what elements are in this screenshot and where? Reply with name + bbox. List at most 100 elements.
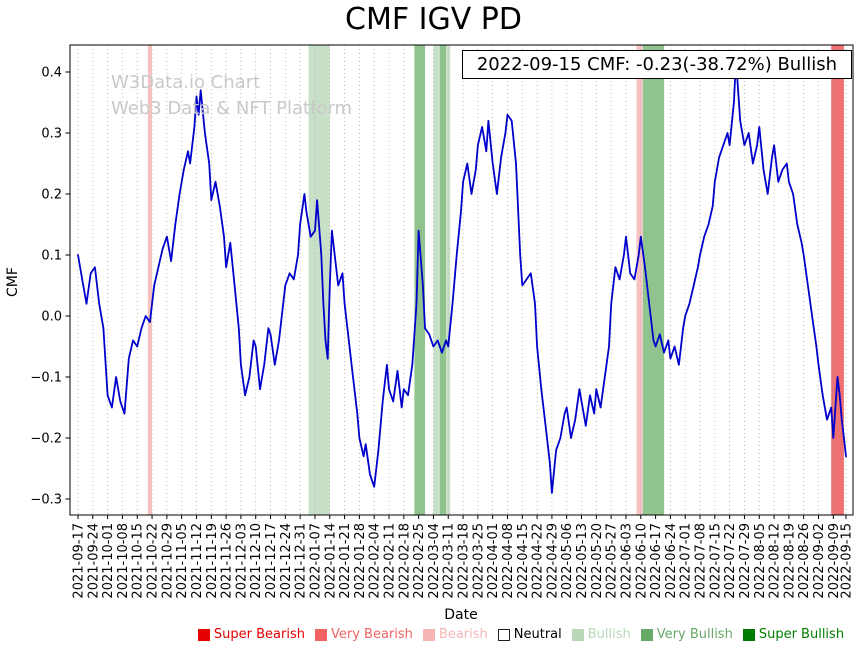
x-tick-label: 2022-03-18: [457, 523, 472, 599]
x-tick-label: 2021-10-22: [146, 523, 161, 599]
watermark-line-2: Web3 Data & NFT Platform: [111, 98, 353, 120]
x-tick-label: 2022-04-22: [531, 523, 546, 599]
x-tick-label: 2022-09-15: [840, 523, 855, 599]
y-tick-label: −0.2: [30, 432, 62, 447]
x-tick-label: 2022-08-12: [768, 523, 783, 599]
x-tick-label: 2022-05-06: [560, 523, 575, 599]
x-tick-label: 2022-06-03: [619, 523, 634, 599]
signal-band-very_bullish: [414, 45, 425, 515]
x-tick-label: 2021-10-01: [101, 523, 116, 599]
x-tick-label: 2022-03-04: [427, 523, 442, 599]
signal-band-very_bearish: [831, 45, 844, 515]
legend-item-bullish: Bullish: [571, 627, 631, 642]
cmf-line: [77, 58, 847, 494]
legend-swatch: [315, 628, 327, 641]
legend-swatch: [422, 628, 435, 641]
x-tick-label: 2022-09-09: [827, 523, 842, 599]
legend-item-very-bearish: Very Bearish: [315, 627, 413, 642]
y-axis-title: CMF: [5, 267, 21, 297]
legend-label: Neutral: [513, 627, 562, 642]
x-tick-label: 2022-01-14: [323, 523, 338, 599]
x-tick-label: 2022-06-10: [634, 523, 649, 599]
legend-label: Bearish: [438, 627, 488, 642]
x-tick-label: 2022-07-29: [738, 523, 753, 599]
signal-band-bearish: [636, 45, 643, 515]
x-tick-label: 2022-03-25: [471, 523, 486, 599]
annotation-box: 2022-09-15 CMF: -0.23(-38.72%) Bullish: [461, 50, 852, 79]
x-tick-label: 2021-11-05: [175, 523, 190, 599]
legend: Super Bearish Very Bearish Bearish Neutral B…: [175, 627, 867, 642]
legend-item-neutral: Neutral: [497, 627, 562, 642]
x-tick-label: 2021-12-17: [264, 523, 279, 599]
x-tick-label: 2021-12-24: [279, 523, 294, 599]
x-tick-label: 2021-10-15: [131, 523, 146, 599]
x-tick-label: 2022-04-01: [486, 523, 501, 599]
y-tick-label: 0.1: [41, 249, 62, 264]
signal-band-bullish: [446, 45, 451, 515]
legend-item-very-bullish: Very Bullish: [640, 627, 733, 642]
y-tick-label: 0.0: [41, 310, 62, 325]
x-tick-label: 2022-02-25: [412, 523, 427, 599]
chart-title: CMF IGV PD: [345, 2, 522, 37]
y-tick-label: 0.2: [41, 188, 62, 203]
x-tick-label: 2022-05-20: [590, 523, 605, 599]
x-tick-label: 2021-12-31: [294, 523, 309, 599]
x-tick-label: 2022-06-24: [664, 523, 679, 599]
x-tick-label: 2021-11-19: [205, 523, 220, 599]
x-tick-label: 2022-02-04: [368, 523, 383, 599]
x-tick-label: 2022-07-01: [679, 523, 694, 599]
x-tick-label: 2022-08-26: [797, 523, 812, 599]
chart-render-root: 2021-09-17 2021-09-24 2021-10-01 2021-10-08…: [30, 44, 855, 599]
x-tick-label: 2021-12-10: [249, 523, 264, 599]
x-tick-label: 2022-03-11: [442, 523, 457, 599]
watermark-line-1: W3Data.io Chart: [111, 72, 261, 93]
legend-label: Super Bearish: [213, 627, 305, 642]
legend-label: Bullish: [587, 627, 631, 642]
legend-swatch: [640, 628, 653, 641]
signal-band-bullish: [308, 45, 330, 515]
x-tick-label: 2022-08-19: [782, 523, 797, 599]
y-tick-label: −0.3: [30, 493, 62, 508]
y-tick-label: 0.3: [41, 127, 62, 142]
x-tick-label: 2021-09-24: [86, 523, 101, 599]
x-tick-label: 2022-07-22: [723, 523, 738, 599]
legend-swatch: [497, 628, 510, 641]
x-tick-label: 2021-11-12: [190, 523, 205, 599]
signal-band-very_bullish: [642, 45, 665, 515]
signal-band-bullish: [433, 45, 440, 515]
legend-label: Super Bullish: [758, 627, 845, 642]
x-tick-label: 2022-06-17: [649, 523, 664, 599]
x-tick-label: 2021-09-17: [72, 523, 87, 599]
x-axis-title: Date: [444, 607, 477, 623]
x-tick-label: 2021-11-26: [220, 523, 235, 599]
legend-item-super-bearish: Super Bearish: [197, 627, 305, 642]
legend-item-super-bullish: Super Bullish: [742, 627, 845, 642]
x-tick-label: 2022-04-29: [545, 523, 560, 599]
legend-item-bearish: Bearish: [422, 627, 488, 642]
y-tick-label: −0.1: [30, 371, 62, 386]
x-tick-label: 2022-05-27: [605, 523, 620, 599]
legend-swatch: [197, 628, 210, 641]
legend-label: Very Bearish: [331, 627, 413, 642]
x-tick-label: 2022-04-08: [501, 523, 516, 599]
watermark: W3Data.io Chart Web3 Data & NFT Platform: [111, 70, 352, 122]
x-tick-label: 2022-02-11: [383, 523, 398, 599]
x-tick-label: 2022-01-21: [338, 523, 353, 599]
x-tick-label: 2022-07-08: [694, 523, 709, 599]
y-tick-label: 0.4: [41, 66, 62, 81]
x-tick-label: 2022-07-15: [708, 523, 723, 599]
x-tick-label: 2021-12-03: [234, 523, 249, 599]
x-tick-label: 2022-04-15: [516, 523, 531, 599]
x-tick-label: 2022-05-13: [575, 523, 590, 599]
x-tick-label: 2022-09-02: [812, 523, 827, 599]
x-tick-label: 2022-08-05: [753, 523, 768, 599]
legend-swatch: [742, 628, 755, 641]
plot-frame: [69, 44, 854, 516]
legend-swatch: [571, 628, 584, 641]
signal-band-bearish: [147, 45, 152, 515]
x-tick-label: 2021-10-08: [116, 523, 131, 599]
signal-band-very_bullish: [439, 45, 447, 515]
x-tick-label: 2022-01-07: [308, 523, 323, 599]
